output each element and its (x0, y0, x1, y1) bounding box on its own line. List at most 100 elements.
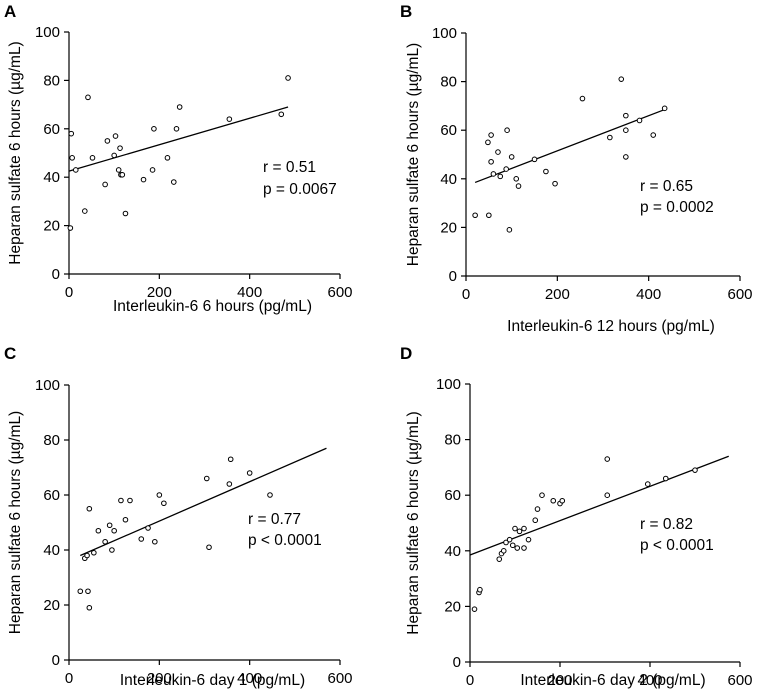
data-point (86, 604, 93, 611)
x-tick-label: 400 (636, 286, 661, 303)
data-point (69, 155, 75, 161)
x-axis-title: Interleukin-6 day 1 (pg/mL) (120, 672, 305, 689)
data-point (84, 552, 90, 559)
data-point (152, 538, 158, 545)
y-tick-label: 60 (440, 122, 457, 139)
data-point (650, 132, 657, 138)
data-point (521, 545, 527, 551)
data-point (503, 166, 509, 172)
data-point (539, 492, 545, 499)
x-tick-label: 200 (147, 284, 172, 301)
data-point (504, 127, 510, 133)
data-point (508, 154, 515, 160)
x-axis-title: Interleukin-6 12 hours (pg/mL) (507, 318, 715, 335)
data-point (145, 525, 151, 531)
data-point (77, 588, 84, 595)
stat-p: p < 0.0001 (640, 537, 714, 554)
data-point (111, 152, 117, 159)
data-point (500, 548, 507, 554)
data-point (82, 208, 88, 214)
data-point (496, 556, 503, 562)
data-point (267, 492, 273, 498)
data-point (203, 475, 210, 482)
data-point (102, 538, 108, 545)
x-tick-label: 400 (237, 284, 262, 301)
y-tick-label: 60 (43, 487, 60, 504)
data-point (604, 456, 611, 462)
x-tick-label: 600 (327, 284, 352, 301)
panel-letter: C (4, 344, 16, 363)
x-tick-label: 0 (462, 286, 470, 303)
data-point (149, 167, 156, 173)
y-axis-title: Heparan sulfate 6 hours (µg/mL) (405, 43, 422, 266)
data-point (490, 171, 497, 177)
data-point (104, 138, 111, 144)
regression-line (68, 106, 289, 172)
y-tick-label: 0 (449, 268, 457, 285)
data-point (552, 180, 558, 187)
y-tick-label: 20 (440, 219, 457, 236)
data-point (662, 475, 669, 482)
data-point (285, 75, 291, 81)
data-point (623, 154, 629, 160)
x-tick-label: 0 (65, 670, 73, 687)
data-point (559, 497, 566, 504)
y-tick-label: 40 (440, 171, 457, 188)
data-point (164, 155, 171, 161)
y-tick-label: 40 (43, 169, 60, 186)
data-point (521, 525, 527, 532)
data-point (278, 111, 285, 118)
data-point (531, 156, 538, 163)
panel-letter: A (4, 2, 16, 21)
data-point (111, 527, 117, 534)
y-tick-label: 0 (453, 654, 461, 671)
data-point (472, 212, 478, 219)
data-point (67, 225, 74, 231)
stat-p: p < 0.0001 (248, 532, 322, 549)
data-point (495, 149, 501, 155)
data-point (109, 547, 115, 553)
data-point (127, 497, 133, 504)
data-point (156, 492, 163, 498)
data-point (525, 536, 532, 543)
data-point (486, 212, 492, 219)
data-point (151, 126, 157, 132)
data-point (532, 517, 539, 524)
data-point (607, 134, 613, 141)
regression-line (469, 455, 729, 556)
data-point (170, 179, 177, 185)
regression-line (474, 108, 665, 184)
panel-c: C 0 20 40 60 80 100 0 200 400 600 Interleukin-6 day… (4, 344, 353, 689)
data-point (515, 183, 522, 189)
x-tick-label: 600 (727, 672, 752, 689)
data-point (173, 126, 180, 132)
y-tick-label: 0 (52, 266, 60, 283)
panel-d: D 0 20 40 60 80 100 0 200 400 600 Interleukin-6 day… (400, 344, 753, 689)
data-point (550, 497, 557, 504)
data-point (161, 500, 167, 507)
data-point (140, 176, 147, 183)
data-point (91, 549, 97, 556)
data-point (534, 506, 541, 512)
stat-p: p = 0.0002 (640, 199, 714, 216)
x-tick-label: 600 (727, 286, 752, 303)
data-point (86, 505, 93, 512)
x-tick-label: 600 (327, 670, 352, 687)
data-point (102, 181, 108, 188)
data-point (471, 606, 478, 612)
data-point (579, 95, 586, 102)
data-point (543, 168, 549, 175)
x-tick-label: 200 (547, 672, 572, 689)
stat-r: r = 0.65 (640, 178, 693, 195)
stat-p: p = 0.0067 (263, 181, 337, 198)
y-tick-label: 100 (432, 25, 457, 42)
data-point (85, 94, 91, 101)
panel-a: A 0 20 40 60 80 100 0 200 400 600 Interleukin-6 6 h… (4, 2, 353, 315)
data-point (509, 542, 516, 549)
data-point (514, 545, 521, 551)
stat-r: r = 0.82 (640, 516, 693, 533)
data-point (227, 456, 234, 463)
y-tick-label: 80 (440, 74, 457, 91)
data-point (176, 104, 183, 110)
data-point (119, 171, 126, 178)
